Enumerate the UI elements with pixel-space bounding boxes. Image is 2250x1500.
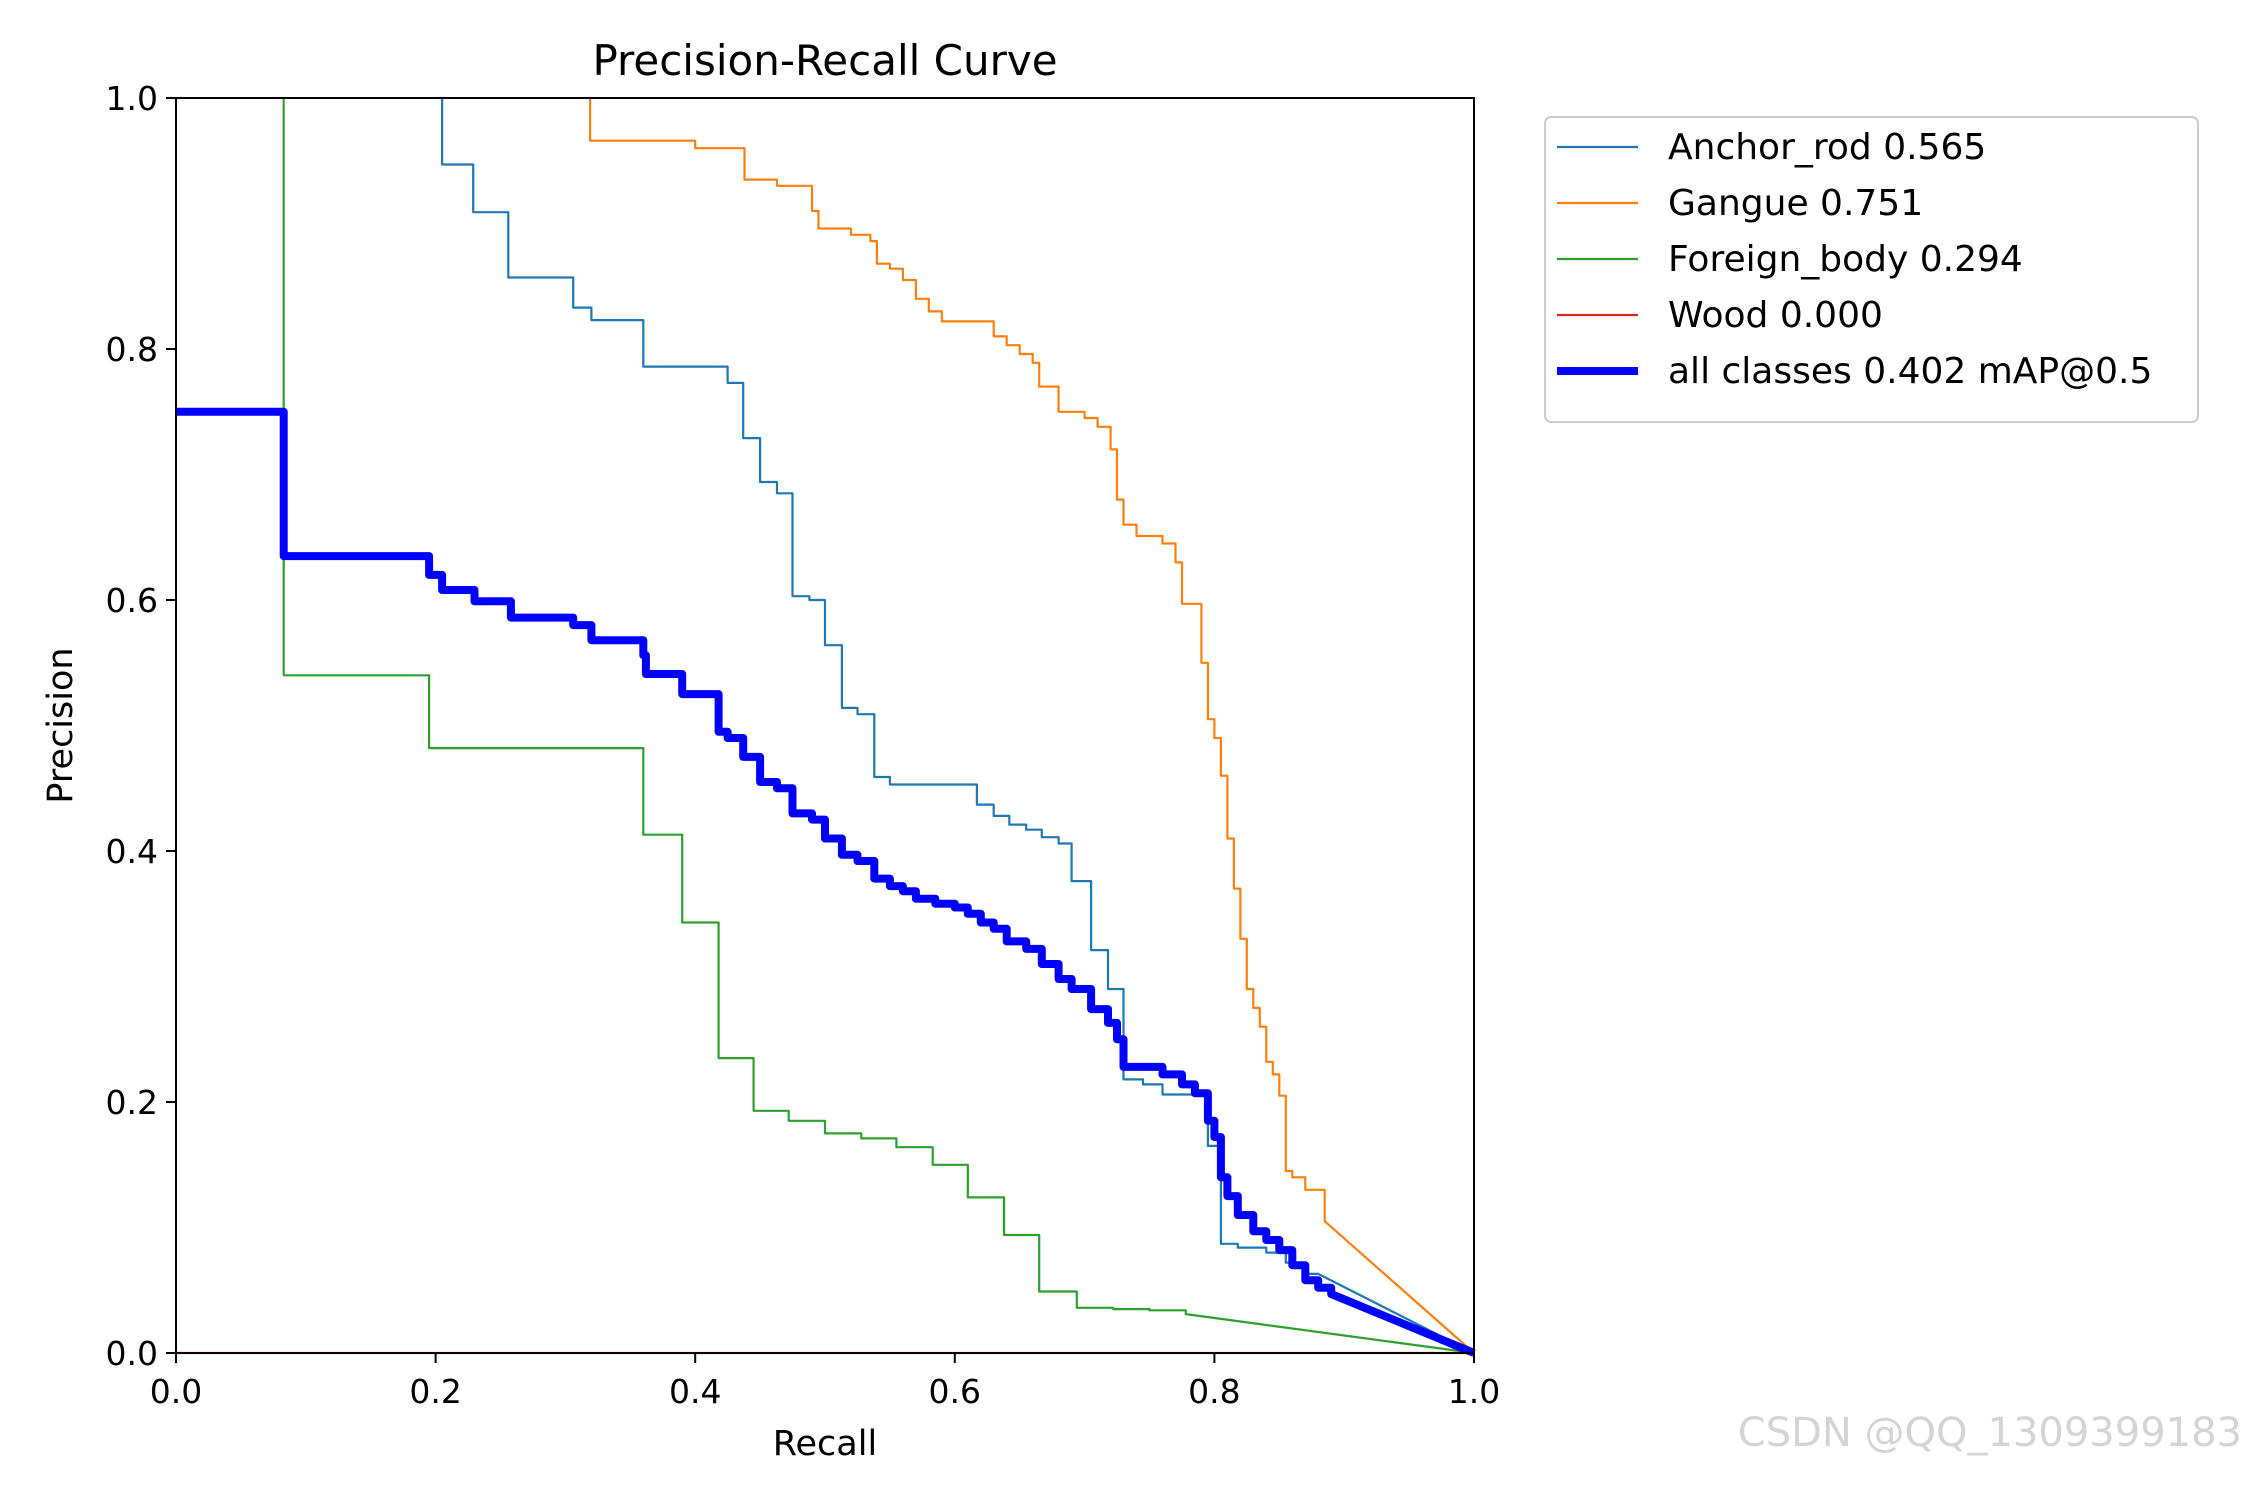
y-tick-label: 1.0	[106, 79, 158, 118]
y-tick-label: 0.0	[106, 1334, 158, 1373]
x-tick-label: 0.8	[1188, 1372, 1240, 1411]
y-tick-label: 0.4	[106, 832, 158, 871]
legend: Anchor_rod 0.565 Gangue 0.751 Foreign_body…	[1544, 116, 2199, 423]
plot-lines	[176, 96, 1476, 1357]
legend-entry: Foreign_body 0.294	[1668, 239, 2023, 280]
chart-title: Precision-Recall Curve	[592, 36, 1057, 85]
x-axis-label: Recall	[773, 1424, 877, 1464]
plot-area-frame	[175, 97, 1475, 1354]
y-tick-label: 0.6	[106, 581, 158, 620]
x-tick-label: 1.0	[1448, 1372, 1500, 1411]
watermark-text: CSDN @QQ_1309399183	[1737, 1410, 2242, 1456]
series-line-all	[176, 407, 1476, 1357]
y-tick-label: 0.2	[106, 1083, 158, 1122]
series-line-gangue	[588, 98, 1475, 1354]
series-line-foreign-body	[282, 98, 1475, 1355]
x-tick-label: 0.2	[409, 1372, 461, 1411]
legend-entry: Gangue 0.751	[1668, 183, 1923, 224]
x-tick-label: 0.0	[150, 1372, 202, 1411]
x-tick-label: 0.6	[929, 1372, 981, 1411]
legend-entry: all classes 0.402 mAP@0.5	[1668, 351, 2152, 392]
legend-entry: Wood 0.000	[1668, 295, 1883, 336]
legend-entry: Anchor_rod 0.565	[1668, 127, 1986, 168]
axis-ticks: 0.0 0.2 0.4 0.6 0.8 1.0 0.0 0.2 0.4 0.6 0.8 1.0	[106, 79, 1501, 1411]
legend-box	[1544, 116, 2199, 423]
series-line-anchor-rod	[439, 96, 1475, 1354]
x-tick-label: 0.4	[669, 1372, 721, 1411]
y-axis-label: Precision	[41, 647, 81, 803]
y-tick-label: 0.8	[106, 330, 158, 369]
